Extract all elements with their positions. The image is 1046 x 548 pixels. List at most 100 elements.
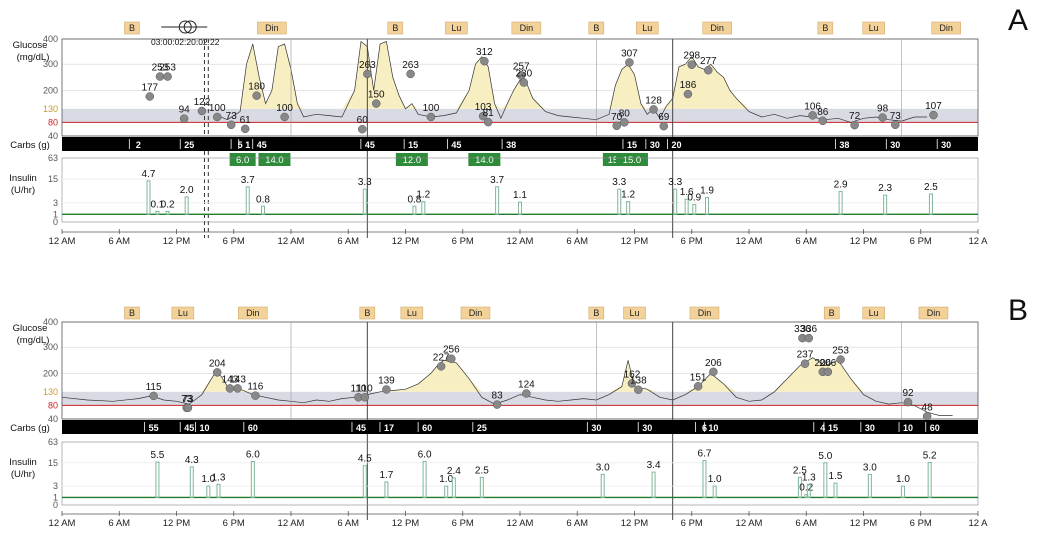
time-tick-label: 12 AM bbox=[278, 236, 305, 247]
meal-tag-label: B bbox=[593, 23, 599, 33]
insulin-bolus-spike bbox=[250, 460, 255, 498]
carb-value: 45 bbox=[184, 423, 194, 433]
insulin-bolus-spike bbox=[806, 483, 811, 498]
glucose-reading-point bbox=[693, 382, 703, 391]
glucose-reading-label: 81 bbox=[483, 108, 495, 119]
insulin-bolus-spike bbox=[600, 473, 605, 498]
glucose-tick-label: 200 bbox=[43, 368, 58, 378]
time-tick-label: 12 AM bbox=[278, 518, 305, 529]
meal-tag-label: Din bbox=[469, 308, 483, 318]
time-tick-label: 6 PM bbox=[452, 236, 474, 247]
glucose-reading-label: 177 bbox=[141, 82, 158, 93]
insulin-bolus-label: 1.9 bbox=[700, 185, 714, 196]
meal-tag-lu bbox=[171, 306, 195, 320]
bolus-tag-label: 14.0 bbox=[265, 155, 284, 166]
glucose-reading-point bbox=[382, 385, 391, 394]
glucose-reading-point bbox=[183, 403, 193, 413]
insulin-bolus-label: 3.4 bbox=[647, 460, 661, 471]
glucose-reading-label: 143 bbox=[222, 374, 239, 385]
time-tick-label: 6 AM bbox=[566, 236, 588, 247]
insulin-bolus-label: 0.8 bbox=[256, 194, 270, 205]
time-tick-label: 12 AM bbox=[507, 518, 534, 529]
glucose-reading-label: 73 bbox=[890, 111, 902, 122]
carbs-axis-title: Carbs (g) bbox=[10, 140, 50, 151]
meal-tag-lu bbox=[862, 306, 885, 320]
glucose-reading-label: 107 bbox=[925, 101, 942, 112]
glucose-axis-unit: (mg/dL) bbox=[17, 335, 50, 346]
glucose-reading-label: 253 bbox=[159, 63, 176, 74]
meal-tag-label: Lu bbox=[869, 308, 879, 318]
insulin-bolus-label: 1.0 bbox=[439, 474, 453, 485]
insulin-bolus-label: 0.1 bbox=[150, 199, 164, 210]
glucose-trace bbox=[214, 40, 928, 123]
glucose-reading-point bbox=[226, 120, 236, 130]
time-tick-label: 12 PM bbox=[850, 236, 878, 247]
meal-tag-label: Din bbox=[246, 308, 260, 318]
clock-icon bbox=[178, 20, 192, 34]
time-tick-label: 6 PM bbox=[681, 518, 703, 529]
insulin-bolus-label: 2.9 bbox=[834, 180, 848, 191]
glucose-reading-label: 98 bbox=[877, 104, 889, 115]
meal-tag-din bbox=[689, 306, 720, 320]
carb-value: 1 bbox=[245, 140, 250, 150]
glucose-reading-label: 237 bbox=[797, 350, 814, 361]
insulin-bolus-label: 0.2 bbox=[161, 199, 175, 210]
insulin-bolus-spike bbox=[146, 180, 151, 215]
glucose-reading-point bbox=[233, 384, 242, 393]
time-tick-label: 12 AM bbox=[49, 518, 76, 529]
carb-value: 60 bbox=[930, 423, 940, 433]
insulin-bolus-spike bbox=[245, 186, 250, 215]
meal-tag-din bbox=[511, 21, 542, 35]
meal-tag-lu bbox=[400, 306, 424, 320]
glucose-tick-label: 300 bbox=[43, 59, 58, 69]
insulin-bolus-label: 1.5 bbox=[829, 471, 843, 482]
bolus-tag-label: 15.0 bbox=[623, 155, 642, 166]
meal-tag-label: Lu bbox=[178, 308, 188, 318]
insulin-bolus-spike bbox=[261, 205, 266, 215]
insulin-bolus-label: 0.8 bbox=[407, 194, 421, 205]
glucose-reading-point bbox=[627, 379, 637, 388]
meal-tag-label: Lu bbox=[407, 308, 417, 318]
glucose-reading-point bbox=[212, 368, 222, 377]
bolus-tag bbox=[258, 153, 291, 166]
insulin-bolus-spike bbox=[422, 460, 427, 498]
glucose-reading-point bbox=[519, 78, 529, 87]
glucose-reading-label: 80 bbox=[619, 108, 631, 119]
insulin-bolus-label: 0.9 bbox=[687, 193, 701, 204]
time-tick-label: 12 AM bbox=[736, 236, 763, 247]
glucose-reading-label: 162 bbox=[624, 369, 641, 380]
time-tick-label: 12 AM bbox=[736, 518, 763, 529]
glucose-reading-label: 48 bbox=[922, 402, 934, 413]
glucose-reading-point bbox=[818, 116, 828, 126]
insulin-tick-label: 1 bbox=[53, 209, 58, 219]
carb-value: 45 bbox=[451, 140, 461, 150]
carb-value: 30 bbox=[865, 423, 875, 433]
glucose-reading-point bbox=[357, 124, 367, 134]
glucose-reading-label: 151 bbox=[690, 372, 707, 383]
glucose-reading-point bbox=[808, 111, 817, 120]
glucose-reading-label: 128 bbox=[645, 95, 662, 106]
insulin-axis-unit: (U/hr) bbox=[11, 469, 35, 480]
glucose-reading-point bbox=[891, 120, 900, 130]
bolus-tag bbox=[229, 153, 256, 166]
time-tick-label: 6 AM bbox=[795, 236, 817, 247]
insulin-bolus-label: 3.0 bbox=[596, 462, 610, 473]
glucose-reading-label: 103 bbox=[475, 102, 492, 113]
glucose-reading-label: 94 bbox=[179, 105, 191, 116]
meal-tag-label: Lu bbox=[451, 23, 461, 33]
insulin-bolus-spike bbox=[900, 485, 905, 498]
glucose-reading-label: 336 bbox=[800, 324, 817, 335]
glucose-reading-point bbox=[634, 385, 643, 394]
glucose-tick-label: 300 bbox=[43, 342, 58, 352]
carb-value: 10 bbox=[199, 423, 209, 433]
insulin-bolus-label: 1.7 bbox=[379, 470, 393, 481]
insulin-bolus-spike bbox=[692, 204, 697, 215]
insulin-bolus-label: 3.0 bbox=[863, 462, 877, 473]
time-tick-label: 6 AM bbox=[108, 518, 130, 529]
insulin-bolus-label: 1.0 bbox=[201, 474, 215, 485]
time-tick-label: 6 PM bbox=[681, 236, 703, 247]
bolus-tag-label: 15 bbox=[608, 155, 619, 166]
glucose-reading-label: 312 bbox=[476, 47, 493, 58]
